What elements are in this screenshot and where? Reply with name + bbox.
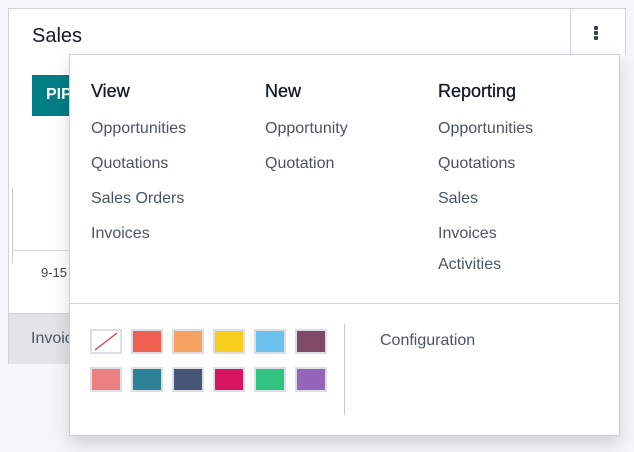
color-swatch[interactable] — [172, 367, 204, 392]
new-heading: New — [265, 81, 302, 101]
color-swatch[interactable] — [90, 367, 122, 392]
color-swatch[interactable] — [213, 367, 245, 392]
color-swatch[interactable] — [254, 329, 286, 354]
color-swatch[interactable] — [172, 329, 204, 354]
color-swatch[interactable] — [131, 329, 163, 354]
reporting-heading: Reporting — [438, 81, 517, 101]
view-column: View Opportunities Quotations Sales Orde… — [91, 81, 186, 260]
card-title: Sales — [32, 25, 83, 47]
no-color-icon — [94, 332, 118, 351]
color-swatch[interactable] — [131, 367, 163, 392]
menu-divider — [70, 303, 619, 304]
configuration-link[interactable]: Configuration — [380, 332, 476, 349]
color-swatch[interactable] — [295, 329, 327, 354]
reporting-quotations[interactable]: Quotations — [438, 155, 516, 172]
view-opportunities[interactable]: Opportunities — [91, 120, 187, 137]
color-swatch-none[interactable] — [90, 329, 122, 354]
color-swatch[interactable] — [213, 329, 245, 354]
graph-axis — [12, 189, 13, 263]
reporting-opportunities[interactable]: Opportunities — [438, 120, 534, 137]
reporting-invoices[interactable]: Invoices — [438, 225, 497, 242]
new-quotation[interactable]: Quotation — [265, 155, 335, 172]
dropdown-menu: View Opportunities Quotations Sales Orde… — [69, 54, 620, 436]
reporting-activities[interactable]: Activities — [438, 256, 502, 273]
new-opportunity[interactable]: Opportunity — [265, 120, 348, 137]
view-heading: View — [91, 81, 130, 101]
vertical-divider — [344, 324, 345, 415]
view-quotations[interactable]: Quotations — [91, 155, 169, 172]
color-swatch[interactable] — [295, 367, 327, 392]
color-swatch[interactable] — [254, 367, 286, 392]
reporting-column: Reporting Opportunities Quotations Sales… — [438, 81, 533, 291]
graph-date-label: 9-15 — [41, 265, 68, 280]
reporting-sales[interactable]: Sales — [438, 190, 479, 207]
graph-baseline — [12, 250, 92, 251]
kebab-menu-button[interactable] — [570, 8, 626, 55]
view-invoices[interactable]: Invoices — [91, 225, 150, 242]
view-sales-orders[interactable]: Sales Orders — [91, 190, 185, 207]
new-column: New Opportunity Quotation — [265, 81, 348, 190]
